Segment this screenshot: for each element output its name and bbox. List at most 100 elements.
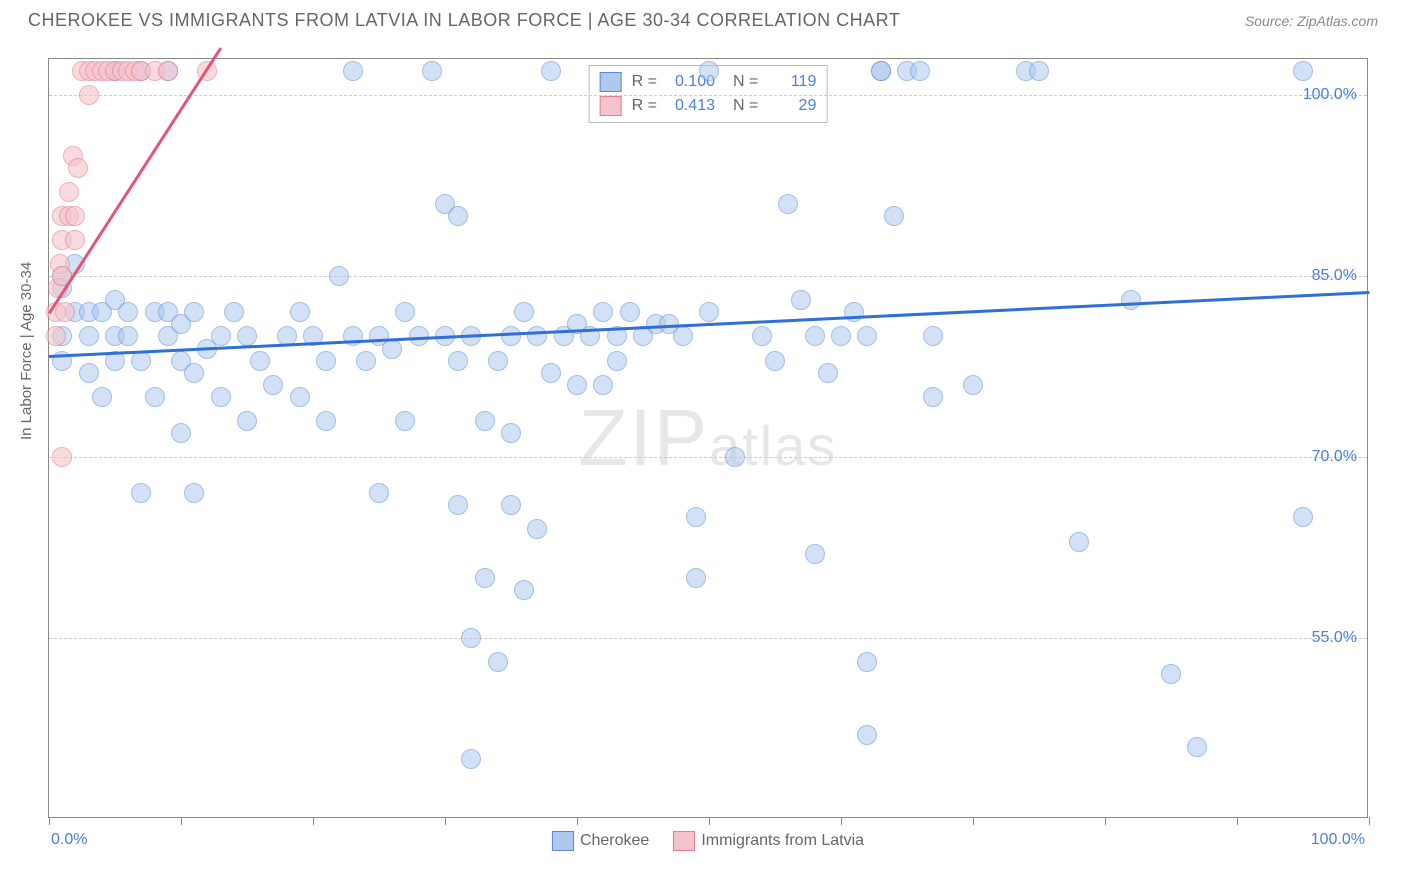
legend-series: Cherokee Immigrants from Latvia [552,831,864,851]
data-point [422,61,442,81]
legend-stat-row: R = 0.413 N = 29 [600,94,817,118]
data-point [65,230,85,250]
n-value: 119 [768,73,816,91]
trend-line [48,48,222,315]
r-value: 0.413 [667,97,715,115]
data-point [778,194,798,214]
data-point [237,411,257,431]
data-point [395,302,415,322]
gridline [49,638,1367,639]
data-point [686,568,706,588]
data-point [673,326,693,346]
x-min-label: 0.0% [51,831,87,849]
legend-series-label: Immigrants from Latvia [701,832,864,850]
data-point [620,302,640,322]
legend-series-item: Cherokee [552,831,649,851]
data-point [343,61,363,81]
x-tick [709,817,710,825]
scatter-plot-area: ZIPatlas R =0.100N =119R =0.413N =29 Che… [48,58,1368,818]
data-point [910,61,930,81]
data-point [68,158,88,178]
data-point [923,387,943,407]
n-value: 29 [768,97,816,115]
data-point [501,326,521,346]
data-point [831,326,851,346]
data-point [567,375,587,395]
n-label: N = [733,97,758,115]
data-point [55,302,75,322]
gridline [49,457,1367,458]
data-point [461,628,481,648]
data-point [1293,507,1313,527]
x-tick [445,817,446,825]
chart-title: CHEROKEE VS IMMIGRANTS FROM LATVIA IN LA… [28,10,900,31]
x-tick [973,817,974,825]
x-tick [49,817,50,825]
data-point [844,302,864,322]
data-point [250,351,270,371]
data-point [52,447,72,467]
y-tick-label: 85.0% [1312,267,1357,285]
data-point [237,326,257,346]
x-tick [313,817,314,825]
data-point [448,351,468,371]
data-point [131,483,151,503]
x-tick [181,817,182,825]
data-point [290,302,310,322]
data-point [171,423,191,443]
data-point [263,375,283,395]
data-point [184,363,204,383]
n-label: N = [733,73,758,91]
data-point [791,290,811,310]
data-point [593,375,613,395]
data-point [211,326,231,346]
data-point [59,182,79,202]
data-point [1029,61,1049,81]
legend-swatch [552,831,574,851]
legend-swatch [600,96,622,116]
data-point [871,61,891,81]
data-point [514,580,534,600]
gridline [49,95,1367,96]
data-point [488,652,508,672]
data-point [1161,664,1181,684]
legend-series-item: Immigrants from Latvia [673,831,864,851]
y-tick-label: 55.0% [1312,629,1357,647]
data-point [805,326,825,346]
data-point [224,302,244,322]
data-point [501,423,521,443]
data-point [211,387,231,407]
data-point [290,387,310,407]
data-point [118,302,138,322]
data-point [805,544,825,564]
x-tick [1369,817,1370,825]
data-point [752,326,772,346]
legend-swatch [673,831,695,851]
data-point [184,483,204,503]
data-point [527,326,547,346]
y-axis-label: In Labor Force | Age 30-34 [18,262,35,440]
data-point [725,447,745,467]
data-point [1121,290,1141,310]
data-point [158,61,178,81]
data-point [607,351,627,371]
data-point [1293,61,1313,81]
data-point [923,326,943,346]
source-credit: Source: ZipAtlas.com [1245,13,1378,29]
data-point [699,302,719,322]
x-tick [1237,817,1238,825]
r-label: R = [632,97,657,115]
data-point [475,568,495,588]
data-point [963,375,983,395]
data-point [765,351,785,371]
data-point [79,363,99,383]
data-point [501,495,521,515]
data-point [118,326,138,346]
data-point [514,302,534,322]
data-point [527,519,547,539]
data-point [1069,532,1089,552]
data-point [884,206,904,226]
data-point [382,339,402,359]
data-point [356,351,376,371]
data-point [475,411,495,431]
